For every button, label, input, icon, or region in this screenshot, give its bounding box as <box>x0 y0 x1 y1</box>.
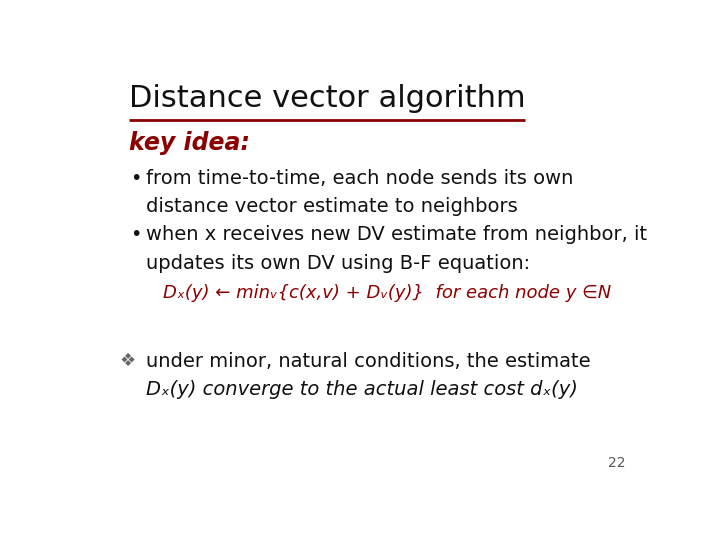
Text: key idea:: key idea: <box>129 131 250 156</box>
Text: updates its own DV using B-F equation:: updates its own DV using B-F equation: <box>145 254 530 273</box>
Text: •: • <box>130 168 142 188</box>
Text: Distance vector algorithm: Distance vector algorithm <box>129 84 526 112</box>
Text: distance vector estimate to neighbors: distance vector estimate to neighbors <box>145 197 518 216</box>
Text: •: • <box>130 225 142 244</box>
Text: Dₓ(y) ← minᵥ{c(x,v) + Dᵥ(y)}  for each node y ∈N: Dₓ(y) ← minᵥ{c(x,v) + Dᵥ(y)} for each no… <box>163 284 611 301</box>
Text: ❖: ❖ <box>119 352 135 370</box>
Text: when x receives new DV estimate from neighbor, it: when x receives new DV estimate from nei… <box>145 225 647 244</box>
Text: from time-to-time, each node sends its own: from time-to-time, each node sends its o… <box>145 168 573 188</box>
Text: under minor, natural conditions, the estimate: under minor, natural conditions, the est… <box>145 352 590 370</box>
Text: 22: 22 <box>608 456 626 470</box>
Text: Dₓ(y) converge to the actual least cost dₓ(y): Dₓ(y) converge to the actual least cost … <box>145 380 577 399</box>
